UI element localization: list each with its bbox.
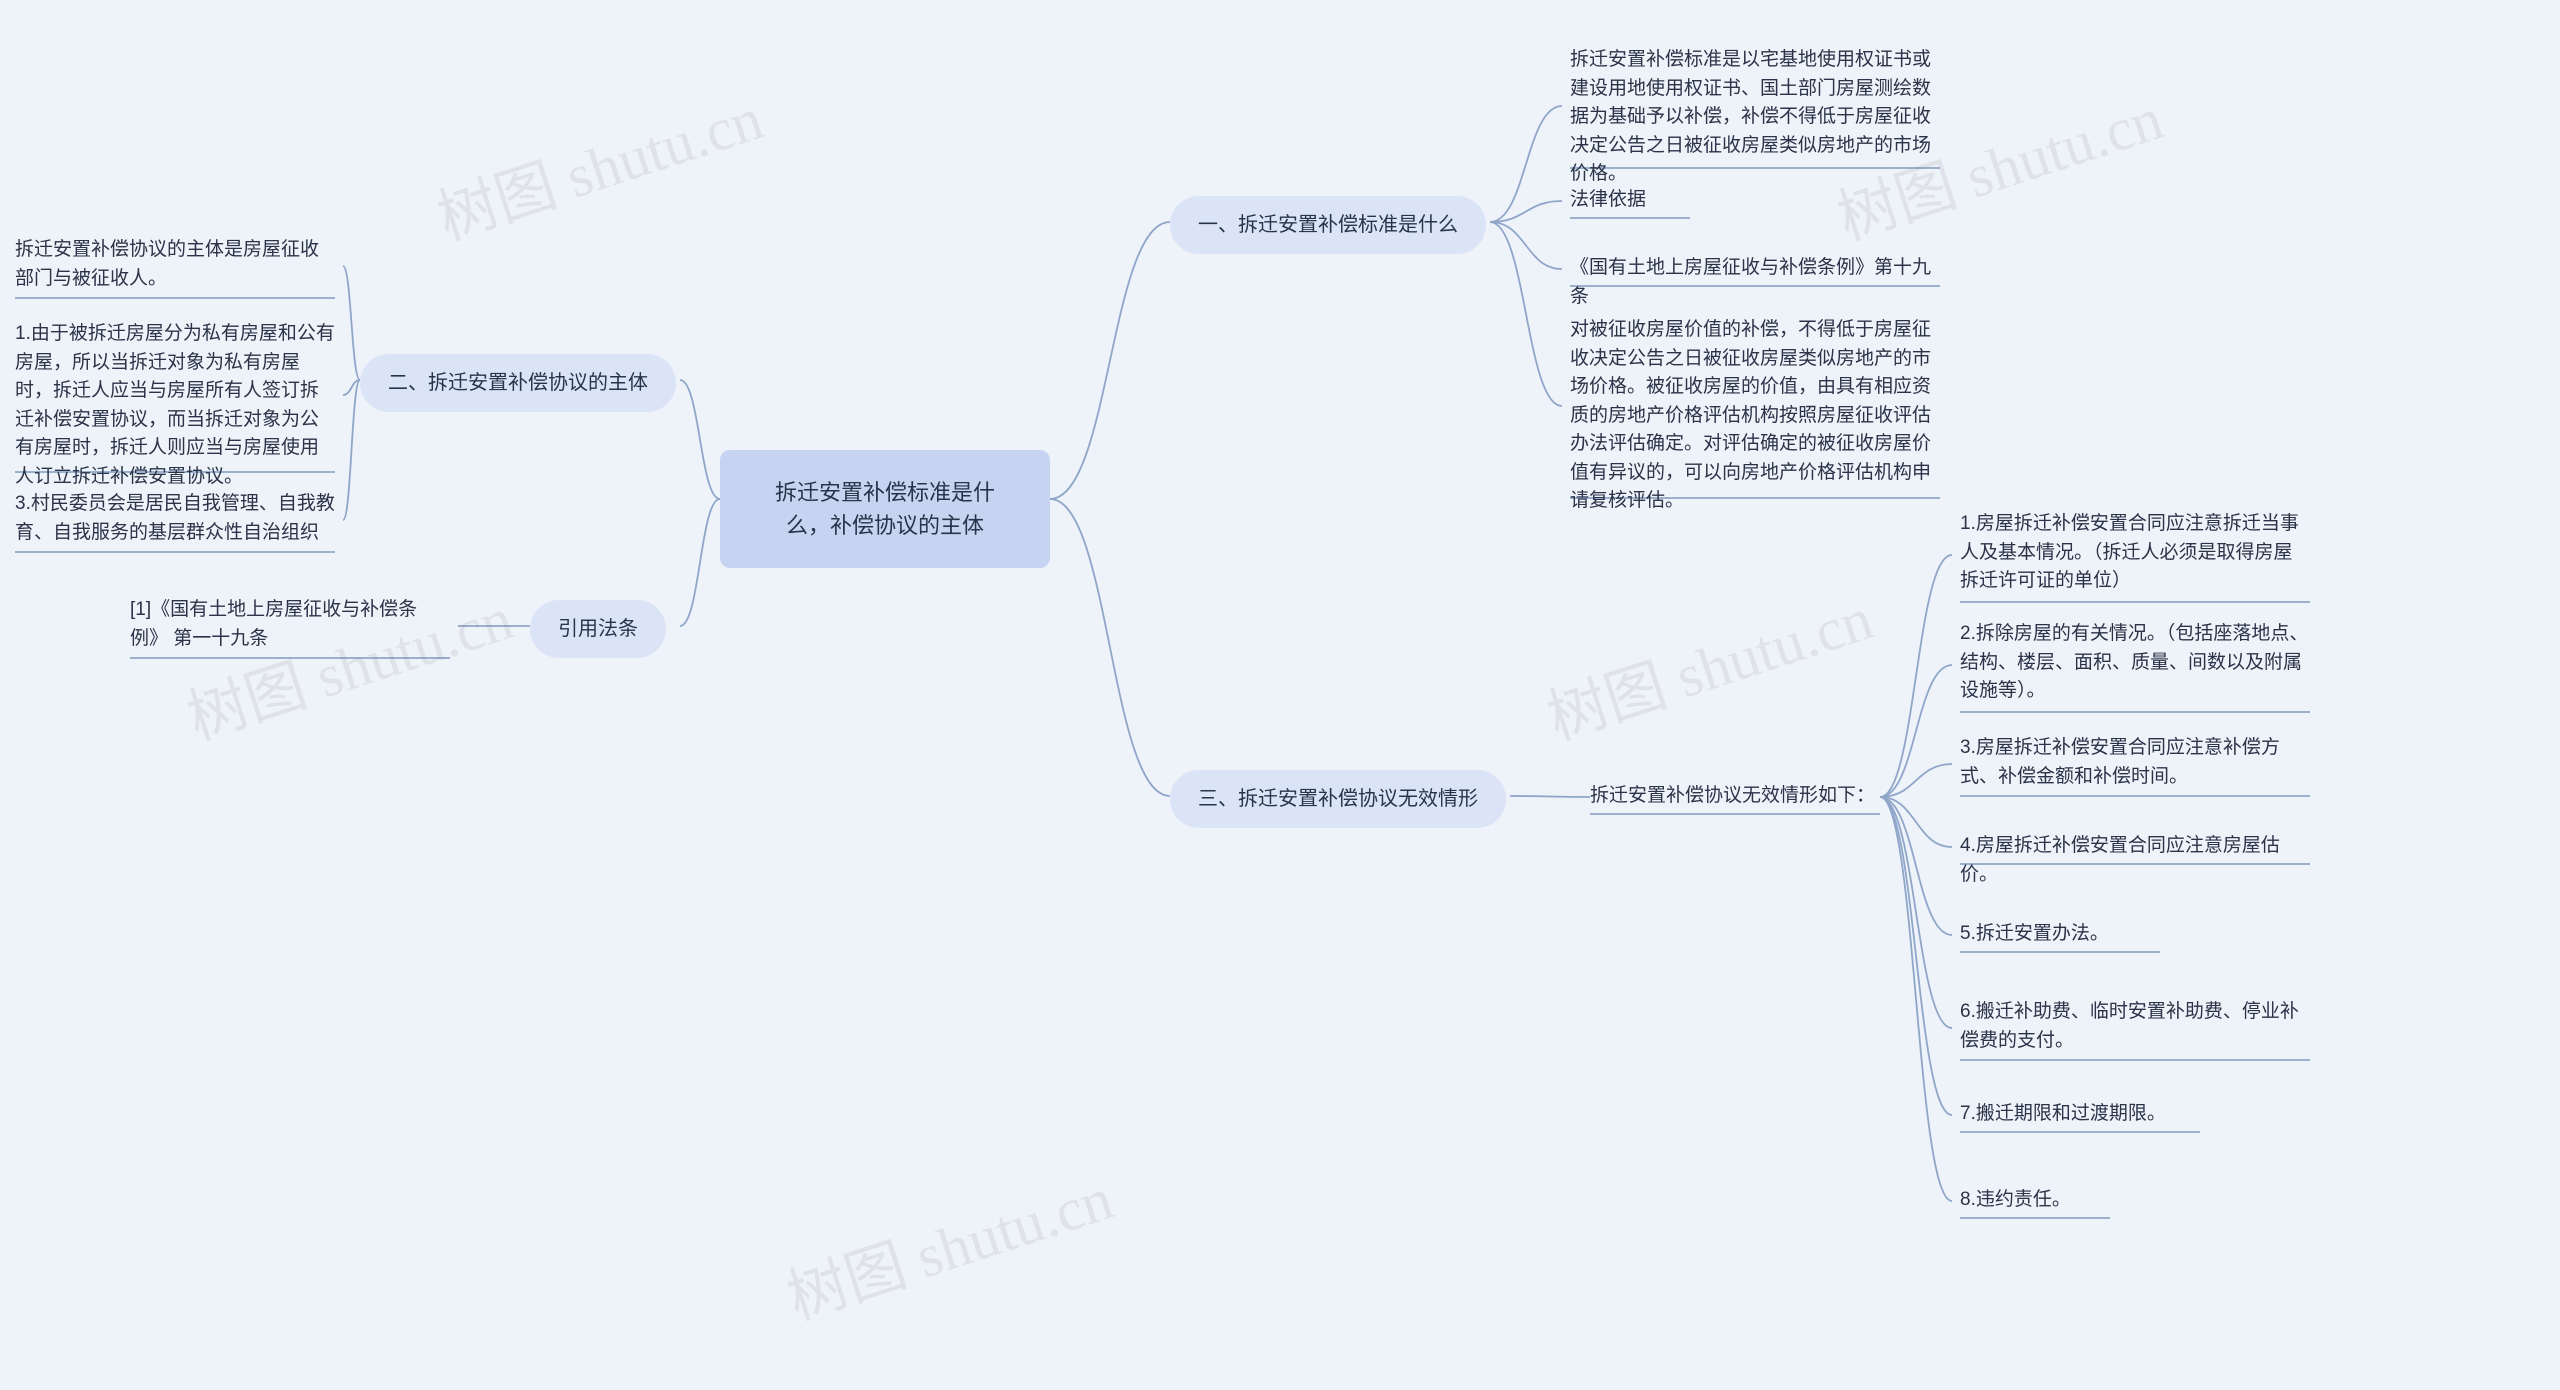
leaf-node: 2.拆除房屋的有关情况。（包括座落地点、结构、楼层、面积、质量、间数以及附属设施… [1960,620,2310,706]
leaf-node: 法律依据 [1570,186,1646,215]
branch-node-left: 二、拆迁安置补偿协议的主体 [360,354,676,412]
leaf-node: 8.违约责任。 [1960,1186,2071,1215]
watermark: 树图 shutu.cn [775,1150,1122,1337]
branch-node-left: 引用法条 [530,600,666,658]
watermark: 树图 shutu.cn [425,70,772,257]
leaf-node: 1.由于被拆迁房屋分为私有房屋和公有房屋，所以当拆迁对象为私有房屋时，拆迁人应当… [15,320,335,491]
leaf-node: 拆迁安置补偿标准是以宅基地使用权证书或建设用地使用权证书、国土部门房屋测绘数据为… [1570,46,1940,189]
leaf-node: 6.搬迁补助费、临时安置补助费、停业补偿费的支付。 [1960,998,2310,1055]
watermark: 树图 shutu.cn [1535,570,1882,757]
leaf-node: 《国有土地上房屋征收与补偿条例》第十九条 [1570,254,1940,311]
leaf-node: 对被征收房屋价值的补偿，不得低于房屋征收决定公告之日被征收房屋类似房地产的市场价… [1570,316,1940,516]
leaf-node: [1]《国有土地上房屋征收与补偿条例》 第一十九条 [130,596,450,653]
leaf-node: 7.搬迁期限和过渡期限。 [1960,1100,2166,1129]
leaf-node: 5.拆迁安置办法。 [1960,920,2109,949]
leaf-node: 3.村民委员会是居民自我管理、自我教育、自我服务的基层群众性自治组织 [15,490,335,547]
branch-node-right: 一、拆迁安置补偿标准是什么 [1170,196,1486,254]
branch-node-right: 三、拆迁安置补偿协议无效情形 [1170,770,1506,828]
leaf-node: 拆迁安置补偿协议的主体是房屋征收部门与被征收人。 [15,236,335,293]
leaf-node: 4.房屋拆迁补偿安置合同应注意房屋估价。 [1960,832,2310,889]
intermediate-node: 拆迁安置补偿协议无效情形如下： [1590,782,1875,811]
mindmap-root: 拆迁安置补偿标准是什么，补偿协议的主体 [720,450,1050,568]
leaf-node: 3.房屋拆迁补偿安置合同应注意补偿方式、补偿金额和补偿时间。 [1960,734,2310,791]
leaf-node: 1.房屋拆迁补偿安置合同应注意拆迁当事人及基本情况。（拆迁人必须是取得房屋拆迁许… [1960,510,2310,596]
